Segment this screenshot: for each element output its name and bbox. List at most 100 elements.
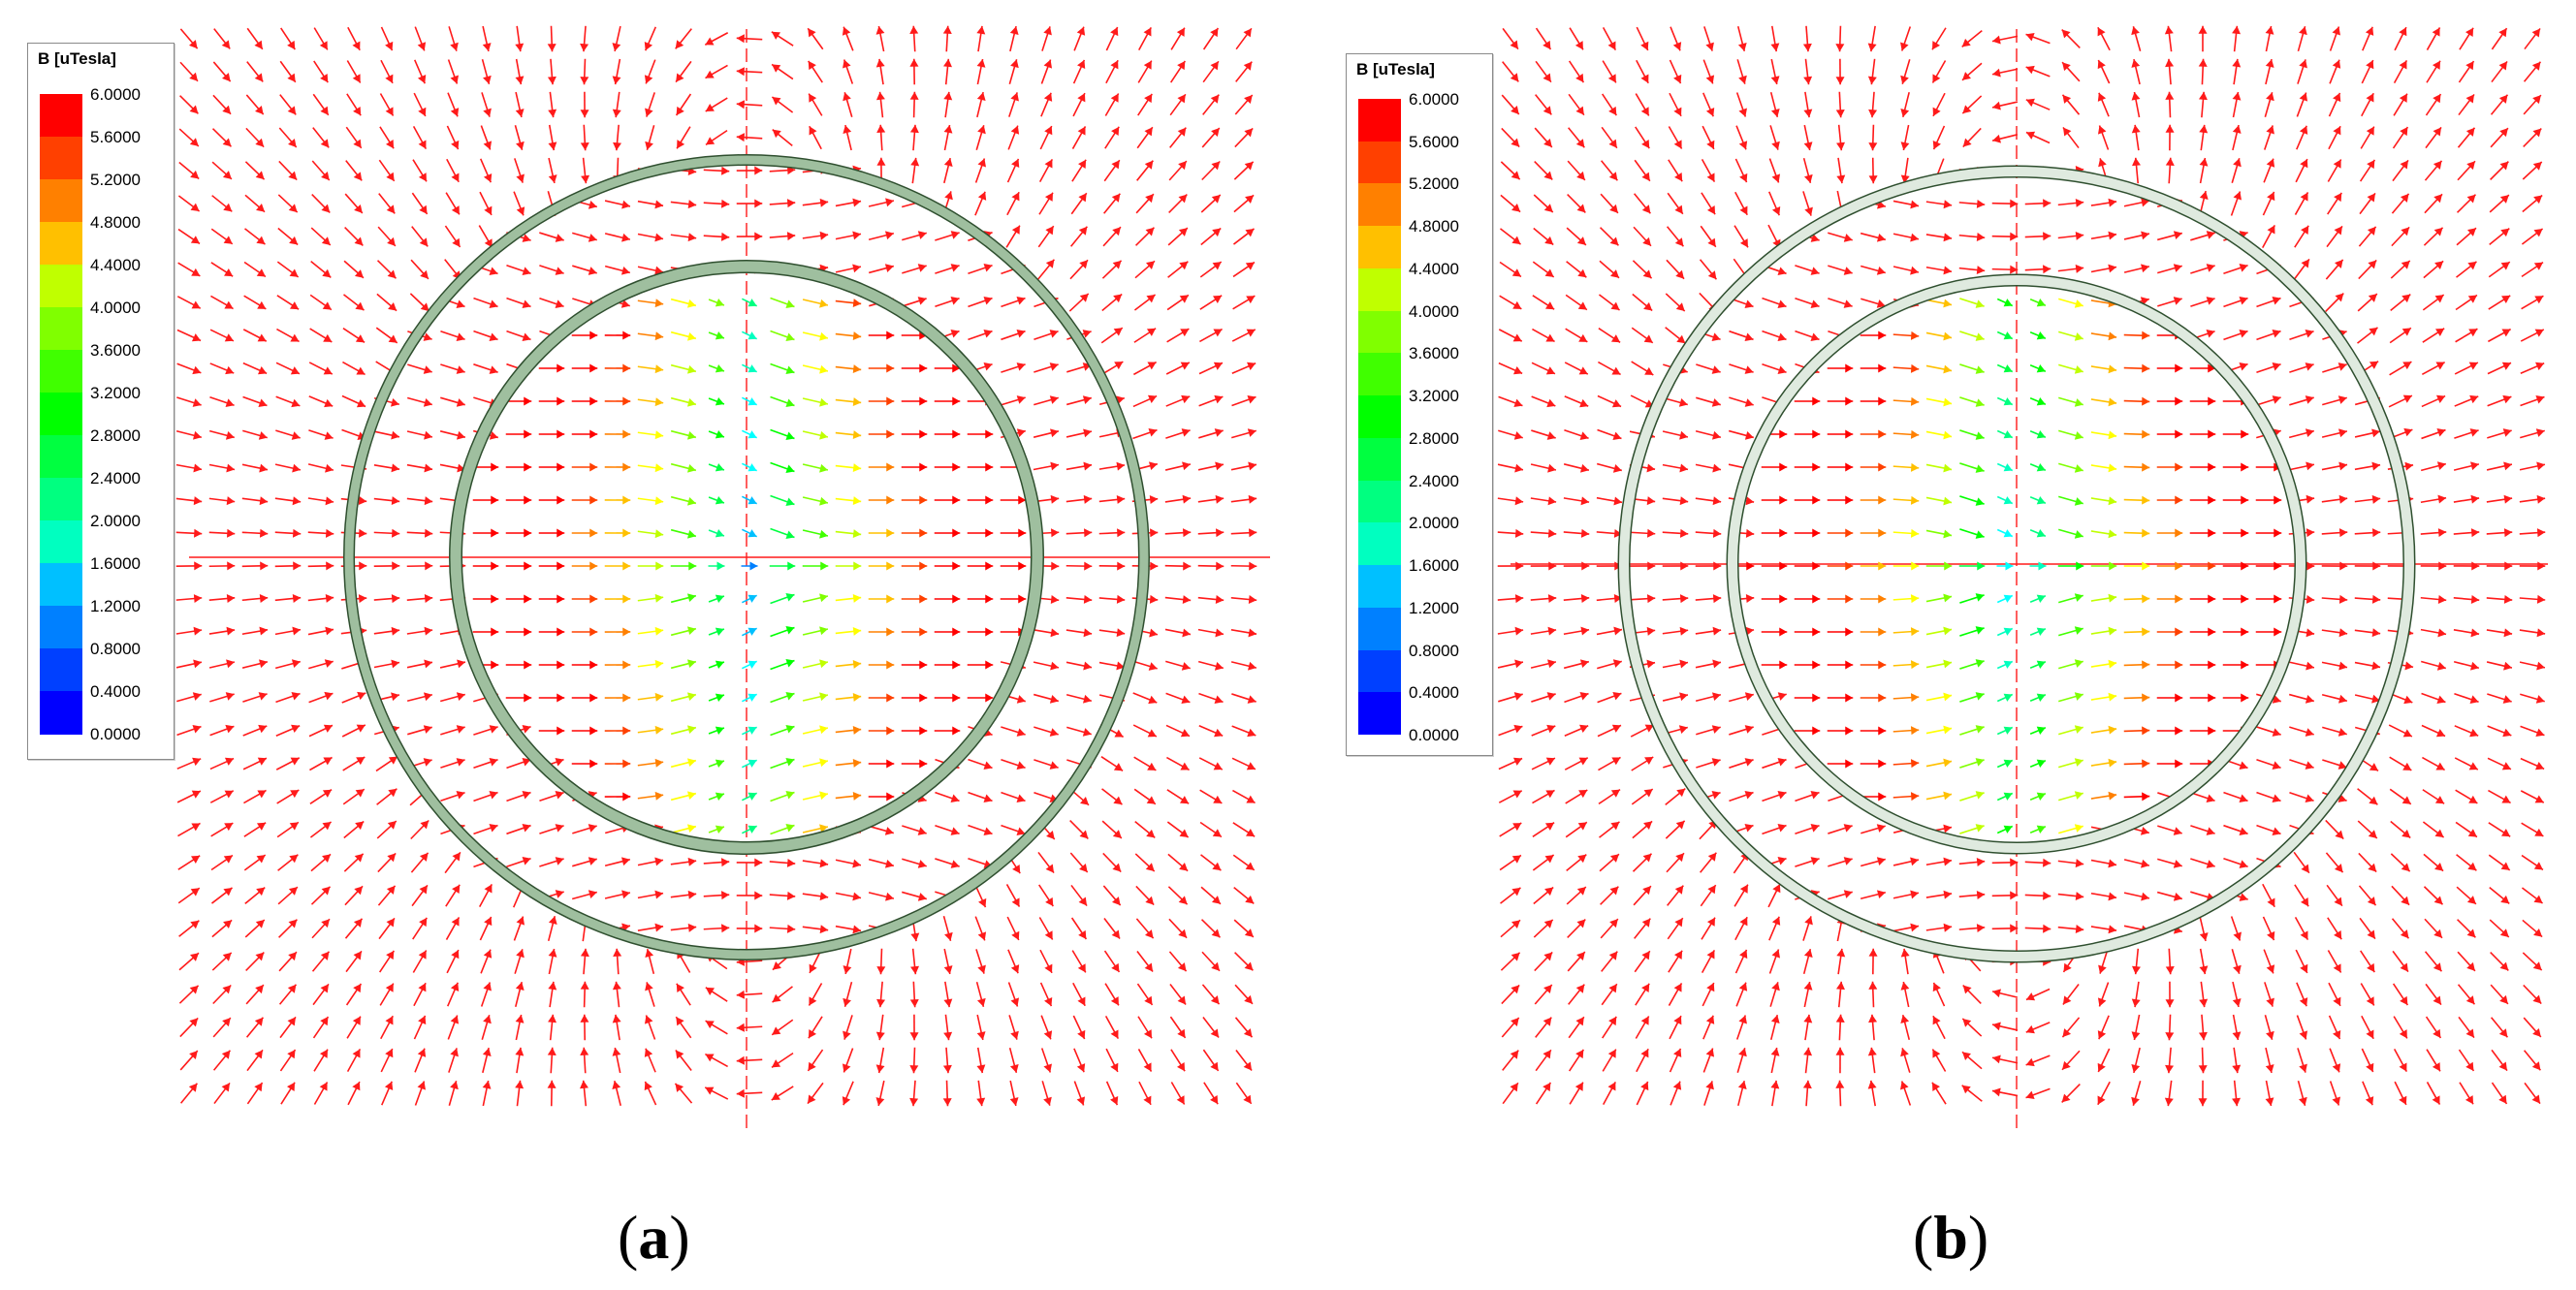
- panel-a: B [uTesla] 6.0000 5.6000 5.2000 4.8000 4.400…: [27, 25, 1270, 1272]
- field-vector-arrow: [376, 788, 398, 805]
- inner-ring-fill: [1728, 275, 2306, 853]
- field-vector-arrow: [208, 626, 236, 636]
- field-vector-arrow: [1102, 852, 1122, 873]
- field-vector-arrow: [1232, 228, 1256, 245]
- field-vector-arrow: [807, 27, 824, 50]
- field-vector-arrow: [1535, 94, 1552, 115]
- field-vector-arrow: [612, 58, 621, 85]
- field-vector-arrow: [243, 789, 267, 804]
- field-vector-arrow: [1101, 260, 1123, 279]
- field-vector-arrow: [1827, 693, 1854, 703]
- field-vector-arrow: [2025, 98, 2051, 110]
- field-vector-arrow: [1167, 886, 1189, 905]
- field-vector-arrow: [868, 892, 895, 901]
- field-vector-arrow: [835, 496, 862, 506]
- field-vector-arrow: [1961, 30, 1983, 47]
- field-vector-arrow: [179, 1050, 199, 1071]
- field-vector-arrow: [1230, 595, 1257, 604]
- field-vector-arrow: [342, 788, 366, 805]
- field-vector-arrow: [1034, 362, 1059, 373]
- field-vector-arrow: [2024, 232, 2051, 241]
- field-vector-arrow: [210, 887, 234, 904]
- field-vector-arrow: [473, 791, 498, 802]
- legend-tick-label: 1.2000: [90, 597, 141, 615]
- field-vector-arrow: [1769, 125, 1780, 150]
- field-vector-arrow: [1006, 158, 1020, 183]
- field-vector-arrow: [2393, 1048, 2408, 1073]
- field-vector-arrow: [2426, 27, 2441, 50]
- field-vector-arrow: [473, 330, 498, 341]
- field-vector-arrow: [1666, 259, 1685, 280]
- field-vector-arrow: [2420, 561, 2447, 571]
- field-vector-arrow: [1892, 923, 1920, 932]
- field-vector-arrow: [742, 330, 757, 340]
- field-vector-arrow: [637, 626, 664, 636]
- field-vector-arrow: [2359, 192, 2376, 215]
- field-vector-arrow: [2423, 886, 2444, 905]
- field-vector-arrow: [1868, 981, 1878, 1008]
- field-vector-arrow: [1959, 363, 1985, 374]
- field-vector-arrow: [1892, 200, 1920, 209]
- field-vector-arrow: [2297, 59, 2307, 84]
- field-vector-arrow: [2029, 693, 2047, 702]
- field-vector-arrow: [580, 1014, 589, 1041]
- field-vector-arrow: [2360, 126, 2375, 149]
- field-vector-arrow: [480, 125, 493, 150]
- field-vector-arrow: [2058, 429, 2083, 440]
- field-vector-arrow: [1567, 918, 1586, 939]
- field-vector-arrow: [2454, 362, 2479, 375]
- field-vector-arrow: [410, 259, 429, 280]
- field-vector-arrow: [2090, 231, 2117, 240]
- field-vector-arrow: [1134, 853, 1156, 872]
- field-vector-arrow: [770, 724, 795, 737]
- field-vector-arrow: [309, 328, 333, 343]
- field-vector-arrow: [1662, 659, 1689, 669]
- field-vector-arrow: [802, 791, 829, 801]
- field-vector-arrow: [581, 157, 590, 184]
- field-vector-arrow: [1695, 594, 1722, 604]
- field-vector-arrow: [1065, 561, 1093, 571]
- field-vector-arrow: [1959, 298, 1985, 308]
- field-vector-arrow: [1530, 496, 1557, 506]
- field-vector-arrow: [2294, 192, 2309, 215]
- field-vector-arrow: [1860, 561, 1887, 571]
- field-vector-arrow: [1565, 789, 1588, 804]
- field-vector-arrow: [580, 91, 589, 118]
- field-vector-arrow: [2058, 626, 2083, 637]
- field-vector-arrow: [1230, 461, 1257, 471]
- field-vector-arrow: [2061, 28, 2081, 49]
- field-vector-arrow: [2190, 297, 2215, 307]
- field-vector-arrow: [480, 949, 493, 974]
- field-vector-arrow: [2057, 892, 2084, 901]
- field-vector-arrow: [1135, 193, 1155, 214]
- legend-tick-label: 0.8000: [1409, 641, 1459, 660]
- field-vector-arrow: [1701, 949, 1716, 974]
- field-vector-arrow: [670, 923, 697, 932]
- field-vector-arrow: [538, 561, 565, 571]
- field-vector-arrow: [2390, 260, 2411, 279]
- field-vector-arrow: [1802, 916, 1813, 941]
- field-vector-arrow: [1498, 790, 1523, 803]
- field-vector-arrow: [1961, 1085, 1983, 1102]
- field-vector-arrow: [705, 97, 728, 112]
- field-vector-arrow: [708, 363, 725, 373]
- legend-tick-label: 2.0000: [90, 512, 141, 530]
- field-vector-arrow: [1073, 1048, 1086, 1073]
- field-vector-arrow: [377, 852, 397, 873]
- field-vector-arrow: [644, 26, 657, 51]
- field-vector-arrow: [1499, 228, 1522, 245]
- legend-color-bin: [40, 179, 82, 223]
- field-vector-arrow: [1500, 952, 1521, 971]
- field-vector-arrow: [2165, 1047, 2175, 1074]
- field-vector-arrow: [308, 724, 334, 738]
- field-vector-arrow: [278, 127, 298, 148]
- legend-color-bin: [1358, 607, 1401, 651]
- field-vector-arrow: [2329, 59, 2341, 84]
- field-vector-arrow: [909, 1047, 919, 1074]
- field-vector-arrow: [1828, 232, 1853, 242]
- field-vector-arrow: [943, 948, 953, 975]
- field-vector-arrow: [1827, 660, 1854, 670]
- field-vector-arrow: [708, 627, 725, 637]
- field-vector-arrow: [413, 59, 427, 84]
- field-vector-arrow: [1563, 561, 1590, 571]
